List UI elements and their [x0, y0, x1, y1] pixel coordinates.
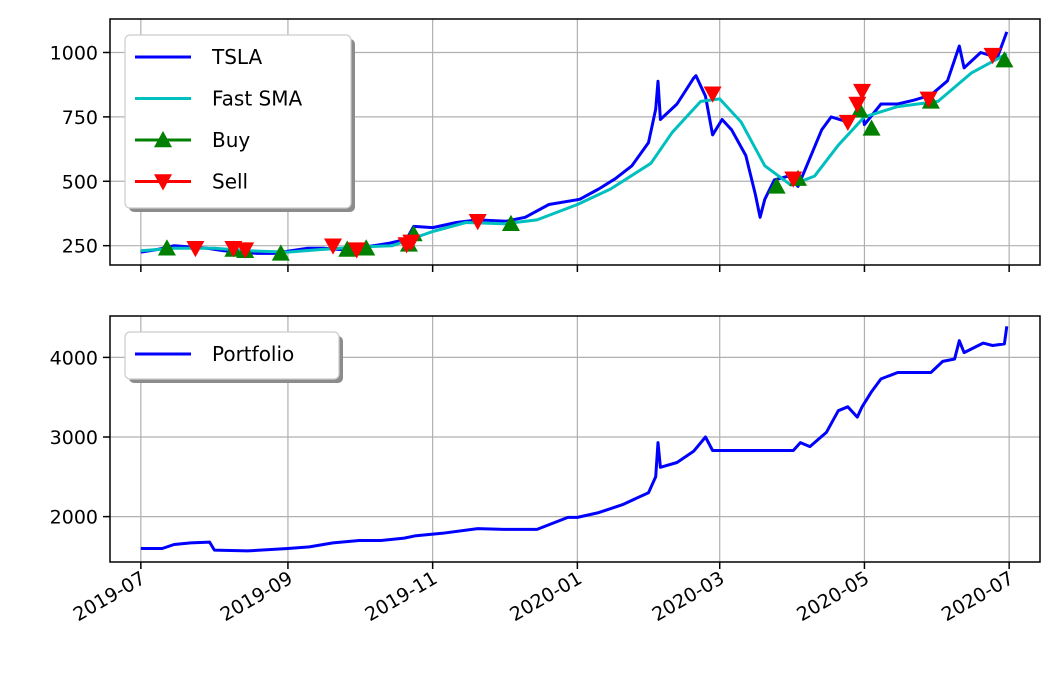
marker-buy [862, 119, 881, 136]
marker-sell [838, 114, 857, 132]
x-tick-label: 2020-07 [938, 567, 1018, 626]
marker-sell [186, 241, 205, 258]
marker-sell [347, 242, 366, 259]
series-line-fast-sma [140, 52, 1008, 254]
legend-label-fast-sma: Fast SMA [212, 87, 302, 111]
legend-label-buy: Buy [212, 128, 250, 152]
axes-frame [109, 18, 1041, 266]
marker-sell [236, 242, 255, 259]
marker-buy [850, 101, 869, 118]
legend-label-sell: Sell [212, 170, 248, 194]
marker-buy [501, 214, 520, 231]
y-tick-label: 2000 [50, 507, 98, 529]
grid [110, 316, 1040, 562]
legend: TSLA Fast SMA Buy Sell [124, 34, 355, 212]
marker-buy [995, 51, 1014, 68]
x-tick-label: 2019-07 [70, 567, 150, 626]
marker-buy [357, 239, 376, 256]
marker-sell [324, 238, 343, 255]
marker-sell [703, 86, 722, 103]
marker-sell [848, 96, 867, 114]
marker-sell [919, 91, 938, 108]
marker-sell [784, 171, 803, 188]
x-tick-label: 2020-05 [793, 567, 873, 626]
legend: Portfolio [124, 331, 343, 383]
marker-buy [157, 239, 176, 256]
marker-buy [271, 244, 290, 261]
portfolio-chart-panel: 2000 3000 4000 2019-07 2019-09 2019-11 2020-01… [50, 315, 1041, 626]
series-group [140, 326, 1009, 553]
x-tick-label: 2020-03 [648, 567, 728, 626]
marker-sell [402, 234, 421, 251]
series-group [140, 31, 1014, 261]
price-chart-panel: 250 500 750 1000 TSLA Fast SMA Buy Sell [50, 18, 1041, 272]
legend-box [124, 331, 340, 380]
marker-sell [468, 214, 487, 231]
axes-frame [109, 315, 1041, 563]
y-tick-label: 500 [62, 171, 98, 193]
marker-sell [983, 47, 1002, 65]
y-tick-label: 4000 [50, 347, 98, 369]
legend-marker-buy [154, 131, 172, 148]
legend-box [124, 34, 352, 209]
x-tick-label: 2019-09 [217, 567, 297, 626]
series-line-tsla [140, 31, 1009, 255]
series-line-portfolio [140, 326, 1009, 553]
marker-sell [853, 83, 872, 101]
legend-marker-sell [154, 174, 172, 191]
x-tick-label: 2019-11 [361, 567, 441, 626]
y-tick-label: 1000 [50, 42, 98, 64]
legend-label-tsla: TSLA [211, 45, 263, 69]
marker-buy [338, 240, 357, 257]
y-tick-label: 3000 [50, 427, 98, 449]
y-tick-label: 250 [62, 236, 98, 258]
x-tick-label: 2020-01 [506, 567, 586, 626]
marker-buy [767, 177, 786, 194]
legend-label-portfolio: Portfolio [212, 342, 294, 366]
y-tick-label: 750 [62, 107, 98, 129]
